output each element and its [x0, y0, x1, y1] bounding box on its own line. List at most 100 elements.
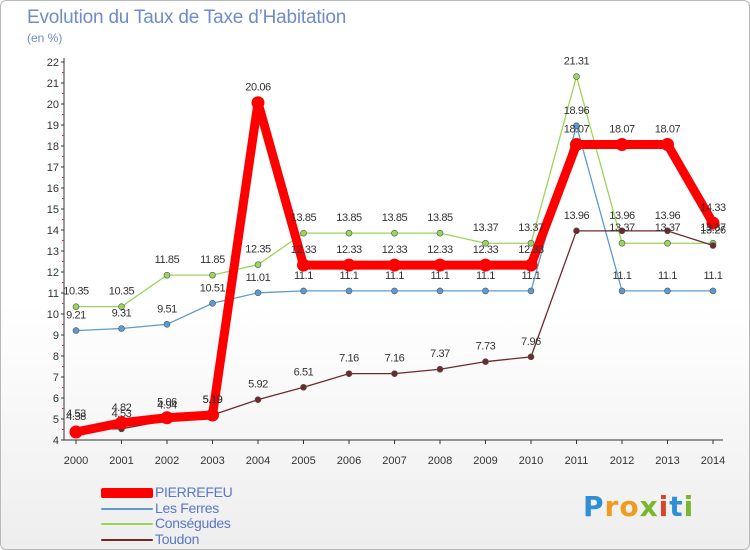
y-tick-label: 10: [47, 309, 59, 321]
data-point-toudon: [527, 353, 535, 361]
data-label-consegudes: 11.85: [155, 254, 180, 266]
y-tick-label: 22: [47, 57, 59, 69]
data-label-pierrefeu: 14.33: [700, 202, 726, 214]
data-label-les-ferres: 11.01: [246, 272, 271, 284]
data-point-pierrefeu: [615, 138, 629, 152]
data-label-pierrefeu: 18.07: [655, 124, 681, 136]
data-label-pierrefeu: 12.33: [291, 244, 317, 256]
data-label-les-ferres: 11.1: [658, 270, 677, 282]
y-tick-label: 19: [47, 120, 59, 132]
x-tick-label: 2014: [701, 455, 725, 467]
data-point-consegudes: [72, 303, 80, 310]
x-tick-label: 2003: [200, 455, 224, 467]
data-label-pierrefeu: 4.38: [66, 411, 86, 423]
data-label-pierrefeu: 4.82: [112, 402, 132, 414]
data-point-consegudes: [209, 271, 216, 279]
logo-letter: P: [583, 490, 605, 523]
data-label-les-ferres: 10.51: [200, 282, 226, 294]
legend-swatch-les-ferres: [101, 508, 153, 510]
logo-letter: i: [658, 490, 670, 523]
data-point-les-ferres: [482, 287, 489, 295]
data-point-pierrefeu: [115, 416, 128, 430]
data-point-consegudes: [527, 239, 535, 247]
y-tick-label: 4: [53, 435, 59, 447]
data-point-toudon: [709, 242, 717, 249]
data-label-pierrefeu: 12.33: [473, 244, 499, 256]
data-point-les-ferres: [618, 287, 626, 295]
data-point-pierrefeu: [570, 138, 583, 152]
data-point-les-ferres: [118, 325, 125, 332]
y-tick-label: 15: [47, 204, 59, 216]
chart-title: Evolution du Taux de Taxe d’Habitation: [27, 7, 347, 28]
x-tick-label: 2004: [246, 455, 270, 467]
data-label-les-ferres: 11.1: [294, 270, 313, 282]
data-point-consegudes: [391, 229, 398, 237]
data-point-les-ferres: [254, 289, 262, 297]
data-point-consegudes: [345, 229, 353, 237]
data-point-pierrefeu: [251, 96, 265, 110]
data-point-pierrefeu: [342, 258, 356, 272]
x-tick-label: 2009: [473, 455, 497, 467]
data-point-consegudes: [118, 303, 125, 310]
data-point-consegudes: [300, 229, 307, 237]
data-label-consegudes: 13.37: [609, 222, 635, 234]
data-point-les-ferres: [709, 287, 717, 295]
y-tick-label: 18: [47, 141, 59, 153]
logo-letter: t: [669, 490, 684, 523]
data-point-les-ferres: [391, 287, 398, 295]
data-point-toudon: [664, 227, 671, 235]
y-tick-label: 7: [53, 372, 59, 384]
data-label-consegudes: 13.37: [473, 222, 499, 234]
data-point-les-ferres: [209, 299, 216, 307]
data-point-les-ferres: [300, 287, 307, 295]
legend-label-les-ferres: Les Ferres: [155, 500, 219, 516]
data-label-les-ferres: 11.1: [476, 270, 495, 282]
data-point-toudon: [345, 370, 353, 377]
data-point-pierrefeu: [524, 258, 538, 272]
legend-item-consegudes: Conségudes: [101, 515, 321, 532]
data-label-toudon: 4.94: [157, 399, 177, 411]
data-label-les-ferres: 11.1: [431, 270, 450, 282]
y-tick-label: 21: [47, 78, 59, 90]
data-label-pierrefeu: 20.06: [245, 82, 271, 94]
data-label-les-ferres: 11.1: [385, 270, 404, 282]
data-label-toudon: 7.16: [339, 353, 359, 365]
data-point-pierrefeu: [69, 425, 83, 439]
x-tick-label: 2000: [64, 455, 88, 467]
chart-unit: (en %): [27, 31, 63, 45]
data-point-toudon: [618, 227, 626, 235]
y-tick-label: 16: [47, 183, 59, 195]
x-tick-label: 2011: [565, 455, 589, 467]
data-label-consegudes: 13.37: [518, 222, 544, 234]
data-point-les-ferres: [72, 327, 80, 334]
y-tick-label: 6: [53, 393, 59, 405]
data-label-les-ferres: 9.31: [112, 307, 132, 319]
legend-label-consegudes: Conségudes: [155, 515, 231, 531]
x-tick-label: 2010: [519, 455, 543, 467]
data-label-les-ferres: 11.1: [340, 270, 359, 282]
y-tick-label: 11: [48, 288, 59, 300]
data-point-pierrefeu: [479, 258, 492, 272]
data-label-toudon: 7.96: [521, 336, 541, 348]
data-label-pierrefeu: 5.19: [203, 394, 223, 406]
data-label-consegudes: 13.37: [700, 222, 726, 234]
legend-item-pierrefeu: PIERREFEU: [101, 484, 321, 501]
data-label-toudon: 13.96: [609, 210, 635, 222]
data-point-les-ferres: [664, 287, 671, 295]
data-point-consegudes: [482, 239, 489, 247]
data-point-pierrefeu: [297, 258, 310, 272]
y-tick-label: 13: [47, 246, 59, 258]
data-point-les-ferres: [527, 287, 535, 295]
data-label-les-ferres: 9.21: [66, 310, 86, 322]
y-tick-label: 8: [53, 351, 59, 363]
x-tick-label: 2007: [382, 455, 406, 467]
data-point-toudon: [436, 365, 444, 373]
data-point-consegudes: [618, 239, 626, 247]
data-label-toudon: 5.92: [248, 379, 268, 391]
data-point-toudon: [482, 358, 489, 365]
x-tick-label: 2013: [655, 455, 679, 467]
data-label-consegudes: 13.85: [291, 212, 317, 224]
data-point-consegudes: [163, 271, 171, 279]
x-tick-label: 2001: [109, 455, 133, 467]
data-label-toudon: 13.96: [564, 210, 590, 222]
